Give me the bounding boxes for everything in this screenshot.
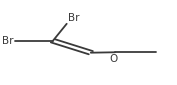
Text: O: O [109, 54, 117, 64]
Text: Br: Br [68, 13, 80, 23]
Text: Br: Br [2, 36, 13, 46]
